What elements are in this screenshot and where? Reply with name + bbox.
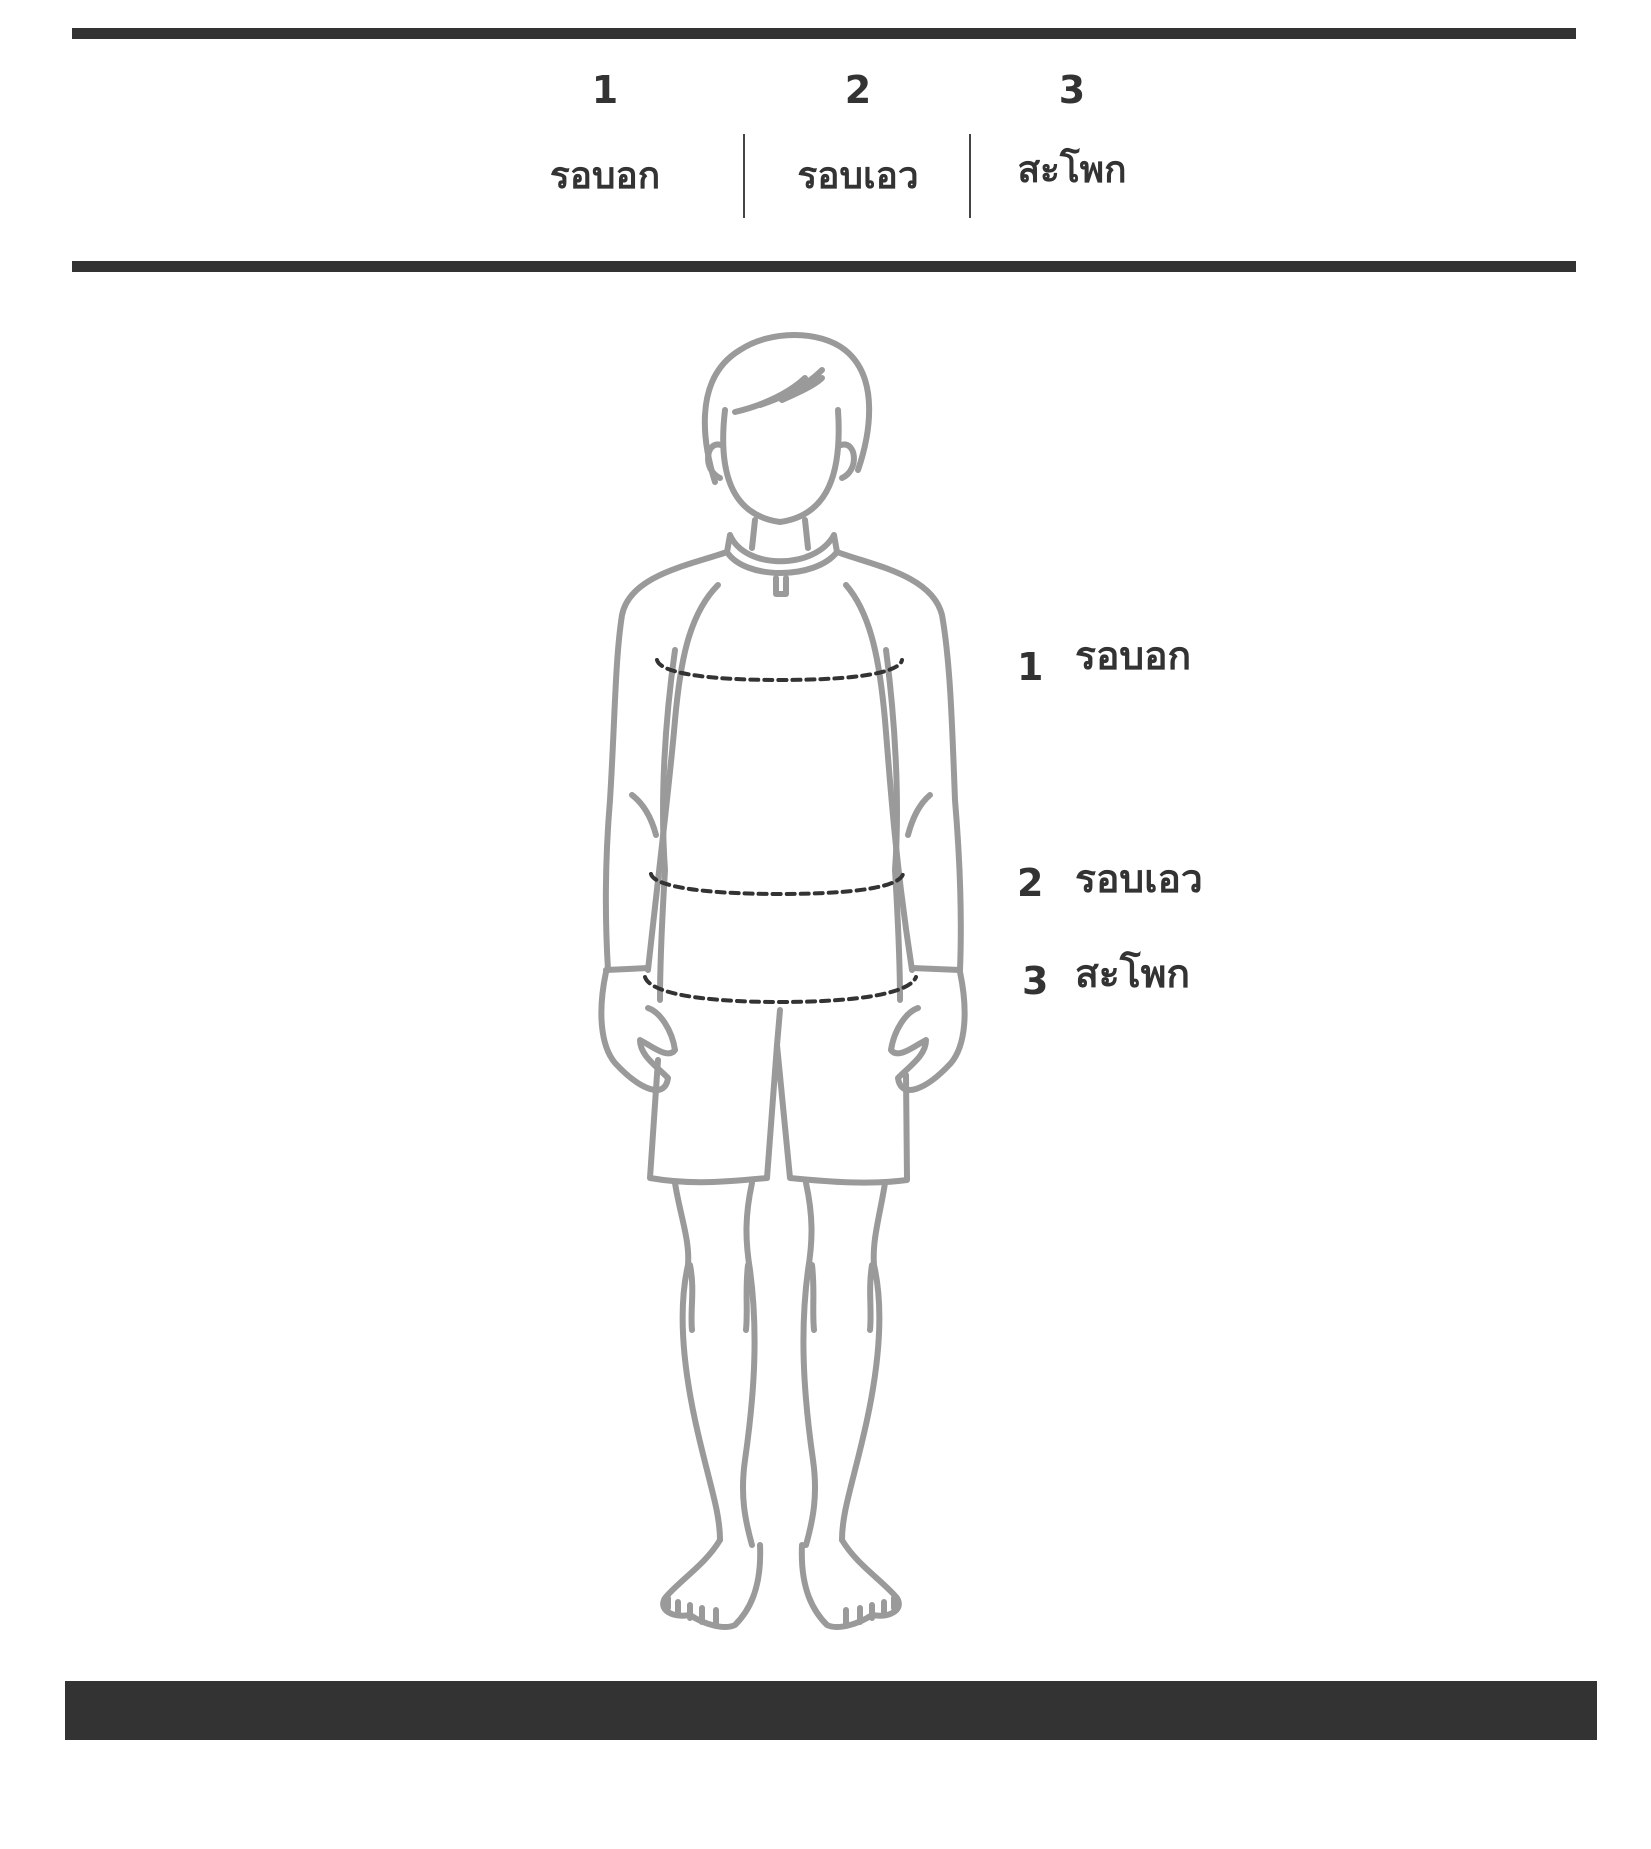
waist-measure-line xyxy=(649,872,905,897)
neck xyxy=(749,517,811,551)
right-knee xyxy=(809,1262,875,1333)
right-hand xyxy=(888,969,968,1093)
shorts-outline xyxy=(647,1042,910,1186)
header-divider-1 xyxy=(743,134,745,218)
right-torso-side xyxy=(883,647,903,1003)
child-figure-illustration xyxy=(590,325,990,1635)
left-elbow xyxy=(629,792,659,838)
right-outer-leg xyxy=(839,1180,888,1543)
collar xyxy=(724,532,840,576)
shorts-fly xyxy=(774,1007,783,1048)
left-shoulder-arm xyxy=(602,549,730,973)
head-hair-outline xyxy=(701,332,873,485)
callout-number-1: 1 xyxy=(1017,645,1044,689)
left-ear xyxy=(705,441,724,481)
header-label-waist: รอบเอว xyxy=(797,154,919,197)
left-outer-leg xyxy=(672,1180,723,1543)
child-figure-svg xyxy=(598,332,968,1630)
chest-measure-line xyxy=(655,658,904,683)
callout-number-2: 2 xyxy=(1017,861,1044,905)
right-toes xyxy=(843,1595,897,1629)
right-inner-arm xyxy=(843,582,915,973)
right-ear xyxy=(838,441,857,481)
left-inner-leg xyxy=(739,1180,758,1548)
right-elbow xyxy=(905,792,933,838)
left-knee xyxy=(687,1262,751,1333)
middle-rule xyxy=(72,261,1576,272)
right-inner-leg xyxy=(800,1180,819,1548)
header-label-hip: สะโพก xyxy=(1017,148,1127,191)
callout-label-chest: รอบอก xyxy=(1075,634,1192,679)
left-toes xyxy=(665,1595,719,1629)
left-cuff xyxy=(603,965,651,973)
hair-fringe xyxy=(732,367,825,415)
right-shoulder-arm xyxy=(834,549,964,973)
header-label-chest: รอบอก xyxy=(549,154,661,197)
header-divider-2 xyxy=(969,134,971,218)
left-inner-arm xyxy=(645,582,721,973)
left-torso-side xyxy=(657,647,678,1003)
header-number-3: 3 xyxy=(1058,68,1086,112)
bottom-bar xyxy=(65,1681,1597,1740)
right-cuff xyxy=(909,965,963,973)
face-outline xyxy=(720,407,842,525)
hip-measure-line xyxy=(643,975,918,1005)
header-number-2: 2 xyxy=(844,68,872,112)
callout-label-hip: สะโพก xyxy=(1075,952,1191,997)
callout-label-waist: รอบเอว xyxy=(1075,857,1203,902)
measurement-header-table: 1 รอบอก 2 รอบเอว 3 สะโพก xyxy=(0,39,1651,261)
top-rule xyxy=(72,28,1576,39)
zipper-pull xyxy=(773,575,789,597)
callout-number-3: 3 xyxy=(1022,959,1049,1003)
header-number-1: 1 xyxy=(591,68,619,112)
